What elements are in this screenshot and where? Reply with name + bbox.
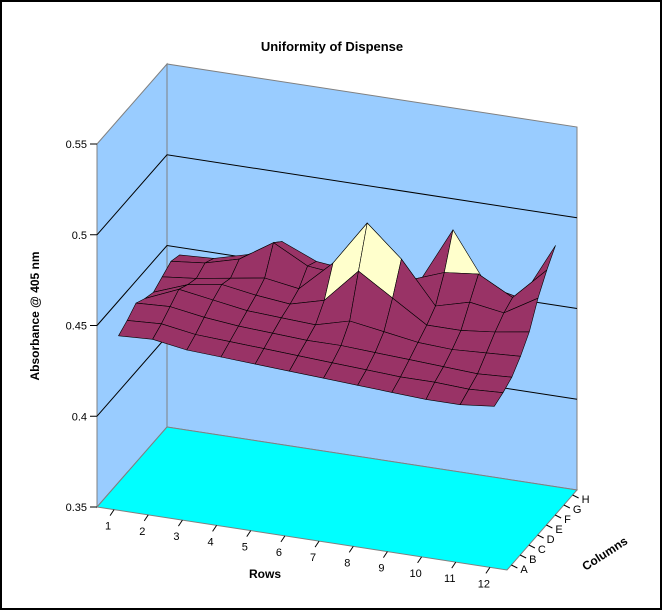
z-tick-label: 0.4 (72, 411, 87, 423)
column-tick-mark (572, 494, 579, 499)
surface-cell-11-A (459, 388, 504, 407)
column-tick-label: G (573, 504, 582, 516)
row-tick-label: 2 (139, 526, 145, 538)
x-axis-label: Rows (249, 567, 281, 581)
z-axis-label: Absorbance @ 405 nm (28, 251, 42, 380)
y-axis-label: Columns (579, 534, 630, 574)
row-tick-mark (417, 556, 422, 564)
row-tick-label: 12 (478, 578, 490, 590)
row-tick-mark (451, 561, 457, 569)
gridline-0.5 (96, 154, 578, 236)
column-tick-mark (511, 564, 518, 569)
row-tick-mark (109, 509, 115, 516)
column-tick-label: C (538, 544, 546, 556)
row-tick-mark (178, 519, 183, 527)
column-tick-label: E (555, 524, 562, 536)
column-tick-mark (554, 514, 562, 519)
row-tick-mark (383, 551, 388, 558)
row-tick-mark (348, 546, 354, 553)
column-tick-mark (528, 544, 536, 549)
z-tick-label: 0.45 (66, 321, 87, 333)
row-tick-label: 4 (208, 536, 214, 548)
row-tick-mark (485, 567, 491, 574)
column-tick-label: D (547, 534, 555, 546)
row-tick-mark (246, 530, 252, 537)
column-tick-mark (563, 504, 571, 509)
row-tick-label: 11 (444, 573, 455, 585)
row-tick-mark (280, 535, 286, 543)
row-tick-label: 8 (344, 557, 350, 569)
z-tick-label: 0.55 (66, 139, 87, 151)
row-tick-label: 10 (409, 568, 421, 580)
row-tick-mark (314, 540, 320, 548)
z-tick-label: 0.35 (66, 502, 87, 514)
row-tick-label: 5 (242, 542, 248, 554)
row-tick-label: 9 (378, 563, 384, 575)
column-tick-label: B (529, 554, 536, 566)
column-tick-label: A (520, 564, 528, 576)
column-tick-mark (519, 554, 527, 559)
row-tick-label: 7 (310, 552, 316, 564)
column-tick-mark (537, 534, 544, 539)
column-tick-mark (546, 524, 553, 529)
row-tick-mark (143, 514, 149, 522)
row-tick-label: 3 (173, 531, 179, 543)
row-tick-label: 6 (276, 547, 282, 559)
row-tick-label: 1 (105, 521, 111, 533)
chart-title: Uniformity of Dispense (261, 39, 403, 54)
row-tick-mark (212, 525, 217, 532)
z-tick-label: 0.5 (72, 230, 87, 242)
column-tick-label: F (564, 514, 571, 526)
floor (96, 426, 578, 571)
column-tick-label: H (582, 494, 590, 506)
